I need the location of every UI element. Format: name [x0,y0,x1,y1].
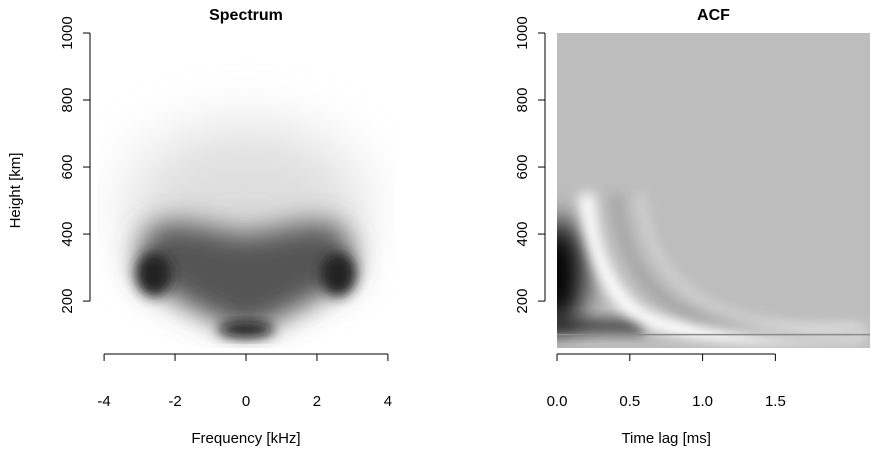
x-tick-label: 0.0 [547,393,568,410]
y-tick-label: 600 [514,155,531,180]
y-tick-label: 400 [59,222,76,247]
x-tick-label: 0.5 [619,393,640,410]
y-tick-label: 200 [514,289,531,314]
x-axis-label: Frequency [kHz] [191,430,300,447]
x-tick-label: 2 [313,393,321,410]
y-tick-label: 800 [59,88,76,113]
y-tick-label: 600 [59,155,76,180]
heatmap-tip [218,322,274,337]
heatmap [97,33,395,348]
y-axis-label: Height [km] [7,153,24,229]
heatmap-core [135,252,172,297]
y-tick-label: 800 [514,88,531,113]
heatmap [557,33,870,348]
heatmap-background [557,33,870,348]
heatmap-blob [557,219,585,330]
x-tick-label: -2 [168,393,181,410]
y-tick-label: 1000 [59,16,76,49]
x-axis-label: Time lag [ms] [621,430,710,447]
heatmap-core [320,252,357,297]
x-tick-label: 0 [242,393,250,410]
y-tick-label: 400 [514,222,531,247]
x-tick-label: -4 [97,393,110,410]
chart-title: Spectrum [209,7,283,24]
y-tick-label: 1000 [514,16,531,49]
heatmap-low-band [557,317,645,335]
chart-title: ACF [697,7,730,24]
heatmap-band [136,220,356,335]
y-tick-label: 200 [59,289,76,314]
x-tick-label: 4 [384,393,392,410]
x-tick-label: 1.5 [765,393,786,410]
x-tick-label: 1.0 [692,393,713,410]
